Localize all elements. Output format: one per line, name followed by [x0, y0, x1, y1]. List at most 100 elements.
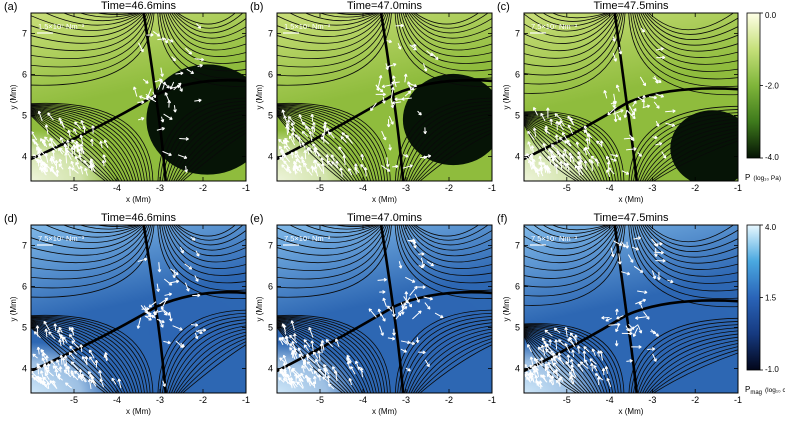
field-line [524, 115, 608, 181]
vector-arrow [544, 329, 553, 337]
field-line [277, 106, 380, 181]
vector-arrow [330, 154, 335, 162]
vector-arrow [412, 310, 422, 320]
field-line [277, 13, 381, 31]
y-tick-label: 7 [515, 240, 520, 250]
y-tick-label: 7 [515, 28, 520, 38]
vector-arrow [557, 377, 562, 387]
x-tick-label: -2 [199, 183, 207, 193]
separatrix-line [142, 225, 157, 308]
field-line [277, 320, 369, 393]
vector-arrow [558, 136, 567, 144]
vector-arrow [301, 121, 311, 130]
vector-arrow [172, 269, 177, 279]
bright-lobe [524, 88, 674, 181]
vector-arrows [31, 23, 205, 178]
vector-arrow [53, 323, 58, 331]
vector-arrow [49, 380, 58, 389]
vector-arrow [197, 328, 207, 332]
field-line [31, 314, 154, 393]
vector-arrow [179, 137, 189, 141]
vector-arrow [291, 127, 295, 135]
vector-arrow [137, 100, 145, 105]
vector-arrow [190, 236, 196, 241]
vector-arrow [392, 75, 397, 88]
vector-arrow [642, 94, 646, 108]
vector-arrow [164, 292, 173, 297]
vector-arrow [326, 375, 331, 384]
vector-arrow [416, 285, 426, 289]
x-tick-label: -2 [199, 395, 207, 405]
vector-arrow [545, 348, 554, 357]
vector-arrow [606, 161, 611, 172]
field-line [277, 321, 366, 393]
vector-arrow [152, 30, 161, 37]
vector-arrow [79, 344, 84, 352]
field-line [551, 225, 608, 231]
field-line [524, 118, 597, 181]
vector-arrows [278, 23, 439, 177]
field-line [277, 108, 369, 181]
field-line [277, 107, 374, 181]
vector-arrow [591, 348, 596, 357]
vector-arrow [295, 158, 301, 164]
vector-arrows [278, 238, 444, 390]
separatrix-line [625, 102, 639, 181]
vector-arrow [338, 146, 346, 156]
x-tick-label: -1 [488, 183, 496, 193]
vector-arrow [583, 160, 588, 170]
field-line [646, 13, 738, 35]
field-line [524, 116, 605, 181]
field-line [31, 317, 145, 393]
vector-arrow [589, 358, 597, 365]
vector-arrow [99, 140, 103, 149]
vector-arrow [620, 241, 626, 248]
vector-arrow [368, 308, 377, 318]
x-tick-label: -1 [242, 395, 250, 405]
x-tick-label: -5 [316, 395, 324, 405]
vector-arrow [415, 337, 420, 344]
vector-arrow [66, 365, 71, 373]
field-line [419, 132, 492, 181]
field-line [408, 116, 492, 181]
plot-frame [30, 224, 247, 394]
field-line [644, 127, 738, 181]
vector-arrow [540, 112, 546, 122]
field-line [648, 13, 734, 31]
vector-arrow [557, 151, 561, 158]
y-tick-label: 4 [268, 151, 273, 161]
colorbar-tick-label: 0.0 [765, 11, 777, 20]
panel-a: 1.5×10⁷ Nm⁻³ -5 -4 -3 -2 -1 4 5 6 7 x (Mm) y (Mm) (a… [4, 0, 250, 204]
vector-arrow [403, 73, 408, 83]
field-line [524, 225, 624, 297]
vector-arrow [291, 340, 297, 351]
vector-arrow [170, 268, 179, 276]
vector-arrow [103, 139, 109, 148]
vector-arrow [577, 165, 584, 176]
vector-arrow [310, 165, 315, 173]
vector-arrow [382, 96, 386, 104]
vector-arrow [418, 350, 426, 355]
y-axis-label: y (Mm) [9, 296, 18, 321]
field-line [524, 332, 588, 393]
field-line [31, 327, 106, 393]
vector-arrow [422, 63, 428, 72]
field-lines [277, 225, 492, 393]
field-lines [31, 225, 246, 393]
vector-arrow [194, 332, 199, 340]
vector-arrow [577, 151, 582, 160]
vector-arrow [540, 344, 546, 356]
vector-arrow [387, 336, 396, 341]
vector-arrow [388, 115, 394, 125]
field-line [31, 318, 143, 393]
vector-arrow [410, 43, 417, 48]
vector-arrow [64, 382, 72, 389]
field-lines [524, 225, 738, 393]
vector-arrow [554, 339, 558, 350]
field-line [277, 316, 386, 393]
vector-arrow [395, 23, 404, 28]
vector-arrow [283, 145, 290, 152]
vector-arrow [287, 115, 296, 125]
vector-arrow [138, 95, 150, 101]
